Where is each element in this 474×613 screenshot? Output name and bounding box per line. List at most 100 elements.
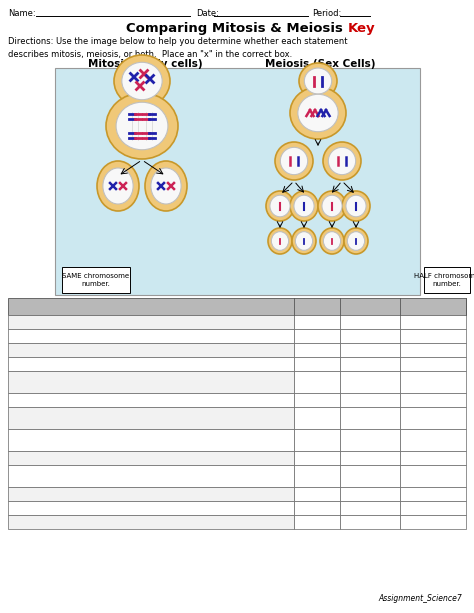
Ellipse shape: [268, 228, 292, 254]
Bar: [340, 371, 400, 393]
Bar: [340, 343, 400, 357]
Bar: [62, 267, 130, 293]
Bar: [340, 429, 400, 451]
Bar: [400, 429, 466, 451]
Ellipse shape: [299, 63, 337, 99]
Bar: [424, 267, 470, 293]
Bar: [400, 343, 466, 357]
Bar: [8, 487, 294, 501]
Bar: [8, 315, 294, 329]
Ellipse shape: [114, 55, 170, 107]
Text: Meiosis (Sex Cells): Meiosis (Sex Cells): [265, 59, 375, 69]
Text: Directions: Use the image below to help you determine whether each statement
des: Directions: Use the image below to help …: [8, 37, 347, 58]
Bar: [340, 501, 400, 515]
Bar: [294, 371, 340, 393]
Bar: [8, 329, 294, 343]
Bar: [8, 465, 294, 487]
Bar: [8, 357, 294, 371]
Text: MITOSIS: MITOSIS: [296, 302, 338, 311]
Ellipse shape: [304, 68, 332, 94]
Bar: [400, 451, 466, 465]
Bar: [400, 465, 466, 487]
Bar: [8, 298, 466, 315]
Ellipse shape: [270, 195, 290, 217]
Text: X: X: [313, 517, 321, 527]
Ellipse shape: [295, 232, 313, 250]
Ellipse shape: [292, 228, 316, 254]
Bar: [400, 357, 466, 371]
Bar: [340, 393, 400, 407]
Ellipse shape: [320, 228, 344, 254]
Text: X: X: [366, 503, 374, 513]
Ellipse shape: [328, 147, 356, 175]
Text: X: X: [366, 317, 374, 327]
Bar: [340, 357, 400, 371]
Ellipse shape: [145, 161, 187, 211]
Ellipse shape: [151, 168, 181, 204]
Text: 4. DNA is copied during interphase.: 4. DNA is copied during interphase.: [11, 361, 139, 367]
Text: Comparing Mitosis & Meiosis: Comparing Mitosis & Meiosis: [126, 22, 348, 35]
Bar: [294, 515, 340, 529]
Text: X: X: [429, 359, 437, 369]
Bar: [8, 429, 294, 451]
Ellipse shape: [298, 94, 338, 132]
Bar: [8, 393, 294, 407]
Text: BOTH: BOTH: [419, 302, 447, 311]
Text: X: X: [366, 435, 374, 445]
Text: 13. Two total cells are produced.: 13. Two total cells are produced.: [11, 519, 128, 525]
Bar: [400, 487, 466, 501]
Ellipse shape: [280, 147, 308, 175]
Text: 5. At the end, the chromosome number is the SAME as
the original cell.: 5. At the end, the chromosome number is …: [11, 376, 209, 389]
Text: SAME chromosome
number.: SAME chromosome number.: [63, 273, 129, 286]
Bar: [340, 329, 400, 343]
Ellipse shape: [318, 191, 346, 221]
Bar: [8, 501, 294, 515]
Bar: [340, 407, 400, 429]
Text: 6. The process produces body cells.: 6. The process produces body cells.: [11, 397, 140, 403]
Bar: [8, 343, 294, 357]
Ellipse shape: [116, 102, 168, 150]
Text: 1. There are two rounds of division in the process.: 1. There are two rounds of division in t…: [11, 319, 191, 325]
Bar: [400, 501, 466, 515]
Text: HALF chromosome
number.: HALF chromosome number.: [414, 273, 474, 286]
Ellipse shape: [344, 228, 368, 254]
Ellipse shape: [294, 195, 314, 217]
Bar: [55, 68, 420, 295]
Text: X: X: [366, 331, 374, 341]
Ellipse shape: [275, 142, 313, 180]
Text: X: X: [429, 345, 437, 355]
Ellipse shape: [97, 161, 139, 211]
Text: Assignment_Science7: Assignment_Science7: [378, 594, 462, 603]
Text: X: X: [313, 377, 321, 387]
Ellipse shape: [347, 232, 365, 250]
Ellipse shape: [322, 195, 342, 217]
Bar: [400, 407, 466, 429]
Bar: [400, 515, 466, 529]
Ellipse shape: [323, 232, 341, 250]
Ellipse shape: [290, 87, 346, 139]
Ellipse shape: [122, 63, 162, 100]
Text: X: X: [313, 413, 321, 423]
Bar: [400, 329, 466, 343]
Text: 9. The process produces sex cells (sperm & egg).: 9. The process produces sex cells (sperm…: [11, 455, 189, 461]
Bar: [8, 407, 294, 429]
Text: Mitosis (body cells): Mitosis (body cells): [88, 59, 202, 69]
Ellipse shape: [290, 191, 318, 221]
Bar: [8, 371, 294, 393]
Bar: [340, 315, 400, 329]
Bar: [294, 343, 340, 357]
Text: 10. The process produces cells with HALF the number of
chromosomes.: 10. The process produces cells with HALF…: [11, 470, 215, 482]
Bar: [294, 465, 340, 487]
Bar: [294, 487, 340, 501]
Bar: [400, 315, 466, 329]
Bar: [294, 329, 340, 343]
Ellipse shape: [271, 232, 289, 250]
Ellipse shape: [342, 191, 370, 221]
Ellipse shape: [346, 195, 366, 217]
Bar: [400, 393, 466, 407]
Text: MEIOSIS: MEIOSIS: [349, 302, 392, 311]
Bar: [340, 487, 400, 501]
Text: 7. The process produces cells that are the SAME as the
original cell.: 7. The process produces cells that are t…: [11, 411, 210, 424]
Text: 12. Chromosome pairs separate during the process.: 12. Chromosome pairs separate during the…: [11, 505, 199, 511]
Bar: [340, 465, 400, 487]
